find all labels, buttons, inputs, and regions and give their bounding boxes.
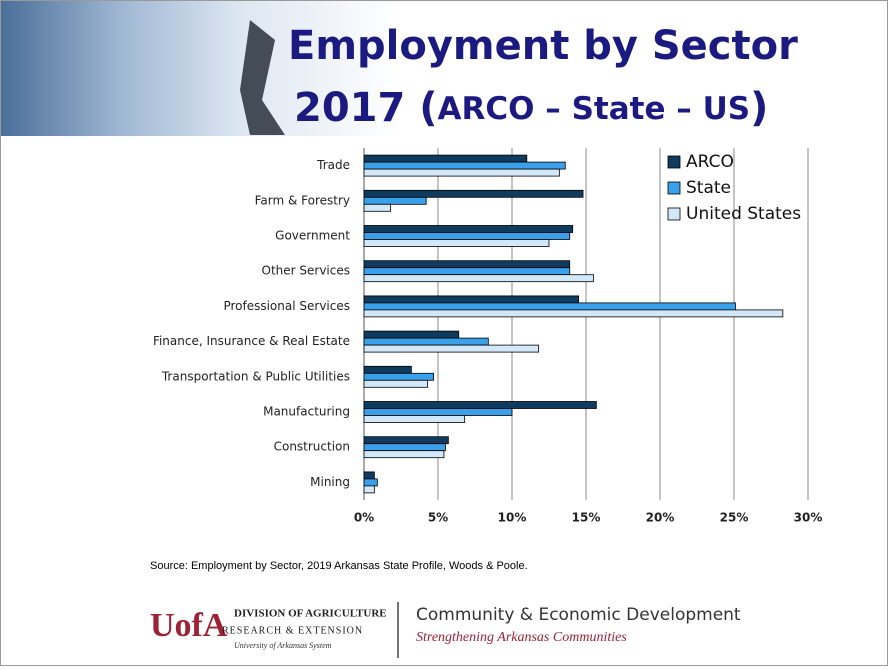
x-tick-label: 30% [794, 511, 823, 525]
x-tick-label: 25% [720, 511, 749, 525]
y-tick-label: Farm & Forestry [255, 193, 350, 207]
bar [363, 274, 594, 283]
bar [363, 189, 584, 198]
title-line2: 2017 (ARCO – State – US) [294, 85, 768, 131]
bar [363, 408, 513, 416]
header-figure [240, 20, 285, 135]
y-tick-label: Transportation & Public Utilities [161, 369, 350, 383]
chart: 0% 5% 10% 15% 20% 25% 30% Trade Farm & Forestry G… [153, 148, 822, 525]
bar [363, 196, 427, 205]
y-tick-label: Government [275, 229, 350, 243]
header-image [1, 1, 401, 136]
bar [363, 372, 434, 381]
legend-swatch [667, 155, 681, 169]
tagline: Strengthening Arkansas Communities [416, 630, 627, 645]
program: Community & Economic Development [416, 605, 741, 625]
y-tick-label: Mining [310, 475, 350, 489]
legend-swatch [667, 207, 681, 221]
bar [363, 267, 571, 276]
legend-label: ARCO [686, 152, 734, 172]
source: Source: Employment by Sector, 2019 Arkan… [150, 560, 528, 572]
bar [363, 344, 540, 353]
logo-mark: UofA [150, 607, 228, 644]
legend-swatch [667, 181, 681, 195]
bar [363, 471, 375, 480]
legend-label: United States [686, 204, 801, 224]
bar [363, 379, 429, 388]
bar [363, 260, 571, 269]
x-tick-label: 0% [354, 511, 374, 525]
x-tick-label: 20% [646, 511, 675, 525]
bar [363, 415, 466, 423]
bar [363, 436, 449, 445]
bar [363, 203, 392, 212]
y-tick-label: Other Services [262, 264, 351, 278]
bar [363, 401, 597, 409]
legend-label: State [686, 178, 731, 198]
bar [363, 161, 566, 170]
bar [363, 295, 580, 304]
y-tick-label: Manufacturing [263, 405, 350, 419]
x-tick-label: 5% [428, 511, 448, 525]
bar [363, 154, 528, 163]
y-tick-label: Construction [274, 440, 350, 454]
x-tick-label: 15% [572, 511, 601, 525]
bar [363, 168, 560, 177]
x-tick-label: 10% [498, 511, 527, 525]
y-tick-label: Trade [316, 158, 350, 172]
bar [363, 450, 445, 459]
y-tick-label: Finance, Insurance & Real Estate [153, 334, 350, 348]
bar [363, 225, 574, 233]
bar [363, 485, 375, 494]
bar [363, 302, 736, 311]
system: University of Arkansas System [234, 641, 332, 650]
bar [363, 337, 489, 346]
bar [363, 365, 412, 374]
bar [363, 232, 571, 240]
y-tick-label: Professional Services [223, 299, 350, 313]
bar [363, 330, 460, 339]
bar [363, 309, 784, 318]
bar [363, 239, 550, 247]
research: RESEARCH & EXTENSION [222, 625, 363, 636]
division: DIVISION OF AGRICULTURE [234, 608, 387, 620]
title: Employment by Sector [288, 23, 798, 69]
bar [363, 478, 378, 487]
bar [363, 443, 446, 452]
